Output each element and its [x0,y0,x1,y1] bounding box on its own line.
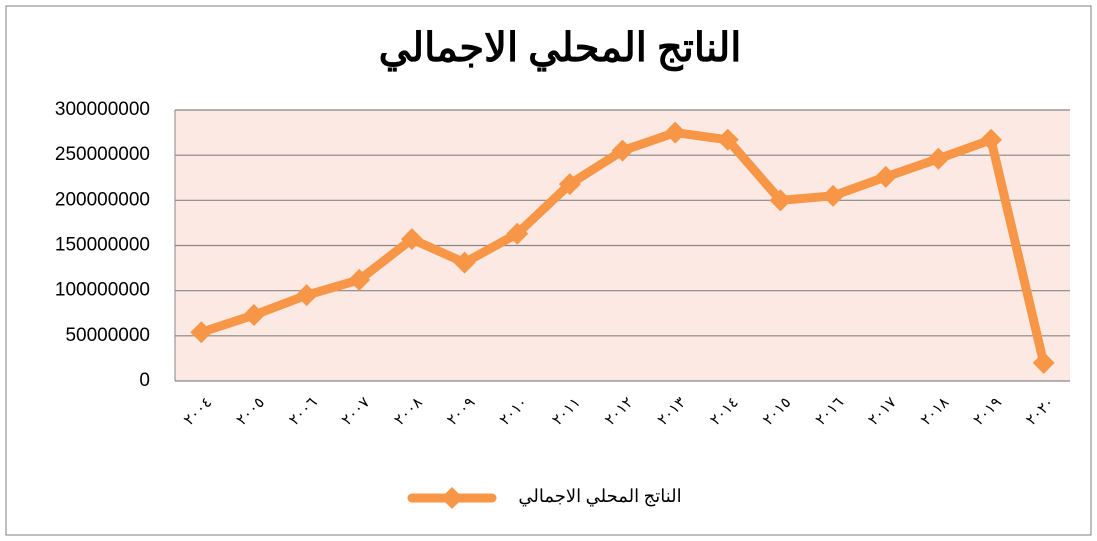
marker [506,222,529,245]
marker [769,189,792,212]
marker [664,121,687,144]
legend-marker [441,487,463,509]
marker [1032,351,1055,374]
y-tick-label: 50000000 [65,325,150,346]
marker [453,251,476,274]
marker [242,304,265,327]
marker [348,268,371,291]
marker [400,228,423,251]
chart-title: الناتج المحلي الاجمالي [379,25,742,72]
y-tick-label: 250000000 [55,144,150,165]
marker [822,184,845,207]
marker [716,128,739,151]
marker [611,139,634,162]
y-tick-label: 0 [139,370,150,391]
marker [190,321,213,344]
marker [927,147,950,170]
y-tick-label: 200000000 [55,189,150,210]
legend-label: الناتج المحلي الاجمالي [518,486,681,507]
y-tick-label: 300000000 [55,99,150,120]
marker [558,173,581,196]
y-tick-label: 100000000 [55,280,150,301]
y-tick-label: 150000000 [55,235,150,256]
marker [295,284,318,307]
marker [874,165,897,188]
marker [980,128,1003,151]
